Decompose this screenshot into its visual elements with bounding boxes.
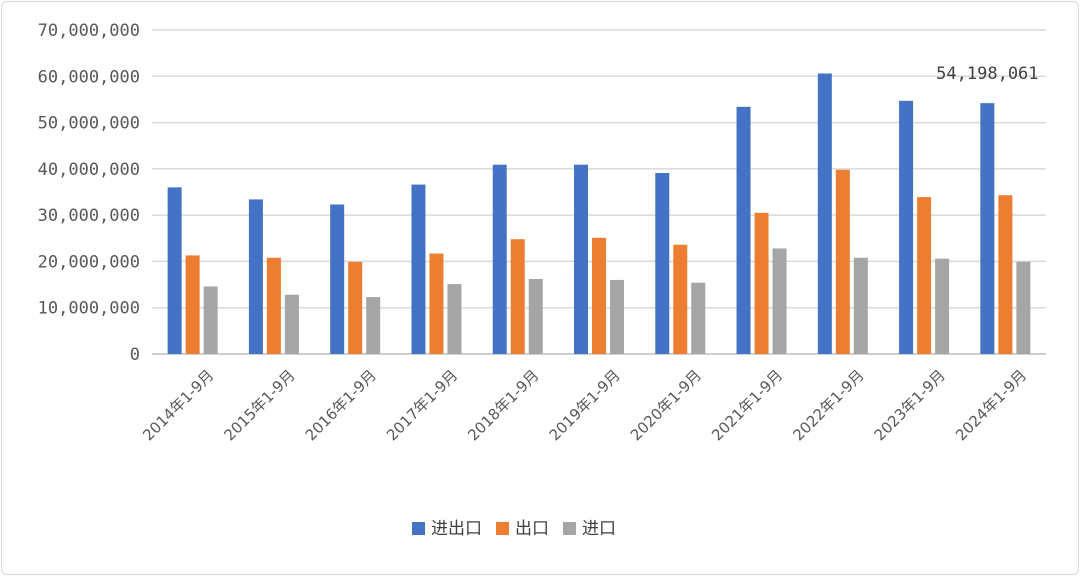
x-tick-label: 2020年1-9月 — [627, 366, 705, 444]
x-tick-label: 2016年1-9月 — [302, 366, 380, 444]
data-label: 54,198,061 — [936, 64, 1038, 84]
bar — [772, 248, 787, 354]
y-axis-tick-labels: 0 10,000,000 20,000,000 30,000,000 40,000,00… — [38, 21, 140, 365]
y-tick-label: 60,000,000 — [38, 67, 140, 87]
bar — [348, 261, 363, 354]
bar — [899, 100, 914, 355]
bar — [528, 279, 543, 354]
bar — [998, 195, 1013, 354]
y-tick-label: 20,000,000 — [38, 252, 140, 272]
bar — [754, 212, 769, 354]
y-tick-label: 40,000,000 — [38, 160, 140, 180]
data-labels: 54,198,061 — [936, 64, 1038, 84]
legend-swatch — [496, 522, 509, 535]
bar — [203, 286, 218, 354]
legend-entry: 进口 — [582, 519, 616, 539]
x-axis-tick-labels: 2014年1-9月 2015年1-9月 2016年1-9月 2017年1-9月 2018… — [139, 366, 1030, 444]
x-tick-label: 2021年1-9月 — [708, 366, 786, 444]
x-tick-label: 2015年1-9月 — [220, 366, 298, 444]
bar — [248, 199, 263, 354]
y-tick-label: 70,000,000 — [38, 21, 140, 41]
bar — [655, 173, 670, 354]
y-tick-label: 30,000,000 — [38, 206, 140, 226]
bar — [167, 187, 182, 354]
x-tick-label: 2022年1-9月 — [789, 366, 867, 444]
bar — [736, 106, 751, 354]
bar — [266, 257, 281, 354]
x-tick-label: 2014年1-9月 — [139, 366, 217, 444]
bar — [691, 282, 706, 354]
x-tick-label: 2018年1-9月 — [464, 366, 542, 444]
bar — [935, 258, 950, 354]
bars — [167, 73, 1031, 355]
bar — [510, 239, 525, 354]
legend-swatch — [563, 522, 576, 535]
bar — [574, 164, 588, 354]
y-tick-label: 10,000,000 — [38, 299, 140, 319]
legend-entry: 进出口 — [431, 519, 482, 539]
bar — [411, 184, 426, 354]
legend-entry: 出口 — [515, 519, 549, 539]
bar — [673, 244, 688, 354]
x-tick-label: 2019年1-9月 — [546, 366, 624, 444]
y-tick-label: 0 — [130, 345, 140, 365]
bar — [917, 197, 932, 354]
bar — [1016, 261, 1031, 354]
bar — [835, 169, 850, 354]
bar — [366, 297, 381, 354]
bar — [492, 164, 507, 354]
x-tick-label: 2017年1-9月 — [383, 366, 461, 444]
bar — [980, 103, 995, 354]
bar — [284, 294, 299, 354]
bar — [592, 237, 606, 354]
grid-lines — [152, 29, 1046, 355]
bar — [185, 255, 200, 354]
bar — [610, 279, 624, 354]
bar — [853, 257, 868, 354]
legend-swatch — [412, 522, 425, 535]
x-tick-label: 2024年1-9月 — [952, 366, 1030, 444]
bar — [330, 204, 345, 354]
y-tick-label: 50,000,000 — [38, 114, 140, 134]
bar — [817, 73, 832, 354]
bar — [447, 284, 462, 354]
bar — [429, 253, 444, 354]
legend: 进出口 出口 进口 — [412, 519, 616, 539]
x-tick-label: 2023年1-9月 — [871, 366, 949, 444]
